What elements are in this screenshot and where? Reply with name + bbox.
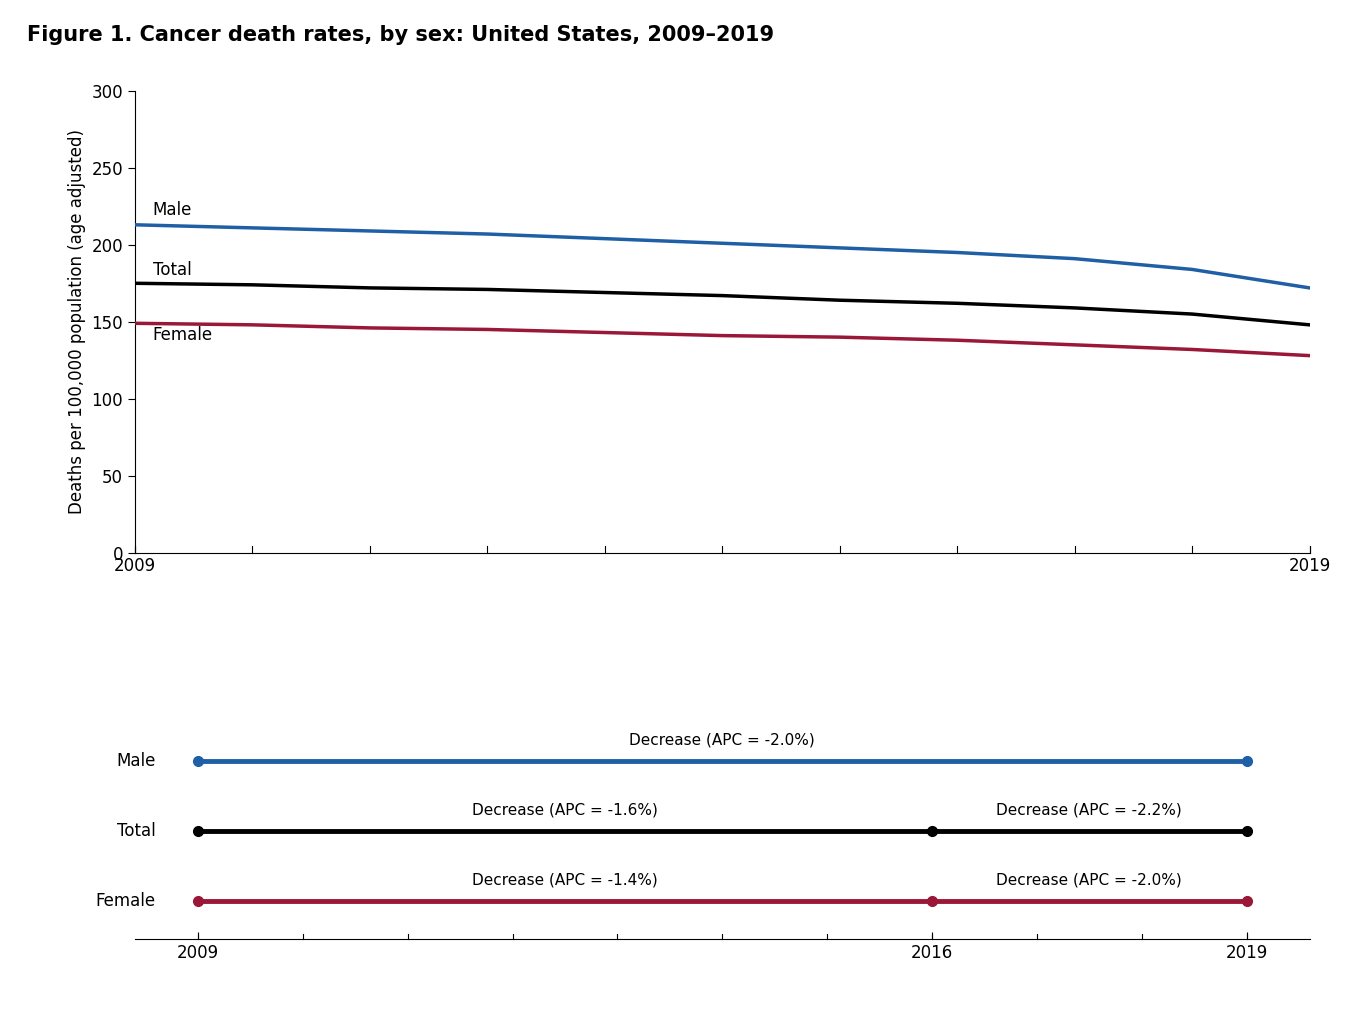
Text: Male: Male — [153, 201, 192, 218]
Text: Decrease (APC = -2.2%): Decrease (APC = -2.2%) — [996, 803, 1183, 817]
Text: Female: Female — [96, 892, 157, 910]
Text: Female: Female — [153, 326, 213, 344]
Text: Figure 1. Cancer death rates, by sex: United States, 2009–2019: Figure 1. Cancer death rates, by sex: Un… — [27, 25, 774, 45]
Text: Decrease (APC = -2.0%): Decrease (APC = -2.0%) — [996, 873, 1183, 888]
Y-axis label: Deaths per 100,000 population (age adjusted): Deaths per 100,000 population (age adjus… — [68, 129, 86, 514]
Text: Decrease (APC = -1.4%): Decrease (APC = -1.4%) — [472, 873, 657, 888]
Text: Total: Total — [117, 822, 157, 840]
Text: Male: Male — [116, 751, 157, 770]
Text: Total: Total — [153, 261, 192, 279]
Text: Decrease (APC = -2.0%): Decrease (APC = -2.0%) — [629, 732, 815, 747]
Text: Decrease (APC = -1.6%): Decrease (APC = -1.6%) — [472, 803, 657, 817]
